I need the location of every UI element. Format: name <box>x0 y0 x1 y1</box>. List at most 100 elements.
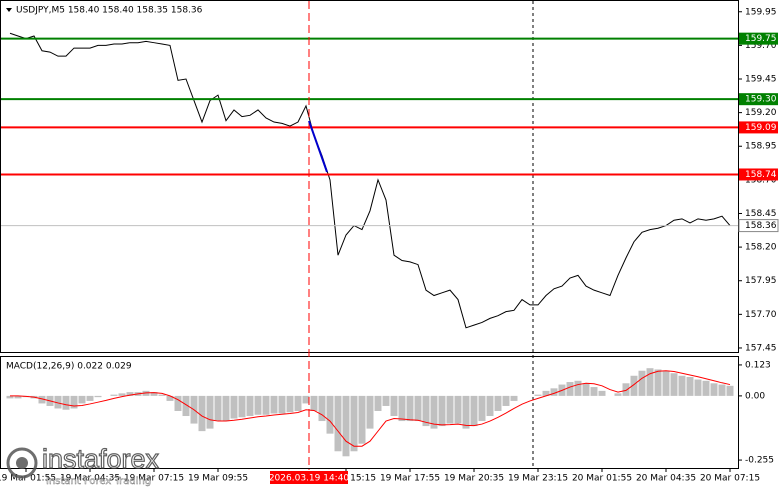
y-tick-label: -0.255 <box>745 456 774 466</box>
level-label: 159.09 <box>745 123 777 133</box>
histogram-bar <box>174 395 182 411</box>
histogram-bar <box>502 395 510 406</box>
y-tick-label: 0.00 <box>745 391 765 401</box>
histogram-bar <box>646 368 654 396</box>
level-label: 158.74 <box>745 170 777 180</box>
x-tick-label: 19 Mar 09:55 <box>188 474 248 484</box>
y-tick-label: 157.70 <box>745 310 777 320</box>
watermark: instaforex Instant Forex Trading <box>6 444 160 487</box>
current-price-label: 158.36 <box>745 221 777 231</box>
logo-tagline: Instant Forex Trading <box>46 476 151 487</box>
histogram-bar <box>6 395 14 399</box>
price-line <box>9 32 731 329</box>
histogram-bar <box>358 395 366 444</box>
histogram-bar <box>126 392 134 396</box>
y-tick-label: 157.45 <box>745 343 777 353</box>
x-tick-label: 19 Mar 04:35 <box>60 474 120 484</box>
histogram-bar <box>86 395 94 401</box>
header-icon <box>6 8 12 12</box>
level-label-bg <box>739 93 778 106</box>
histogram-bar <box>630 375 638 396</box>
y-tick-label: 158.20 <box>745 243 777 253</box>
histogram-bar <box>110 394 118 396</box>
logo-brand: instaforex <box>42 444 160 474</box>
histogram-bar <box>70 395 78 409</box>
histogram-bar <box>414 395 422 422</box>
histogram-bar <box>54 395 62 409</box>
x-tick-label: 19 Mar 07:15 <box>124 474 184 484</box>
histogram-bar <box>278 395 286 414</box>
y-tick-label: 157.95 <box>745 276 777 286</box>
histogram-bar <box>462 395 470 429</box>
histogram-bar <box>14 395 22 399</box>
x-tick-label: 20 Mar 01:55 <box>572 474 632 484</box>
level-label-bg <box>739 32 778 45</box>
histogram-bar <box>534 394 542 396</box>
histogram-bar <box>270 395 278 414</box>
histogram-bar <box>430 395 438 429</box>
histogram-bar <box>382 395 390 406</box>
histogram-bar <box>390 395 398 417</box>
histogram-bar <box>622 383 630 396</box>
histogram-bar <box>166 395 174 401</box>
macd-header: MACD(12,26,9) 0.022 0.029 <box>6 362 132 372</box>
histogram-bar <box>38 395 46 404</box>
histogram-bar <box>246 395 254 417</box>
histogram-bar <box>198 395 206 432</box>
histogram-bar <box>582 383 590 396</box>
histogram-bar <box>262 395 270 415</box>
histogram-bar <box>238 395 246 418</box>
current-price-bg <box>738 219 779 233</box>
histogram-bar <box>718 384 726 396</box>
x-tick-label: 20 Mar 04:35 <box>636 474 696 484</box>
histogram-bar <box>494 395 502 411</box>
histogram-bar <box>662 370 670 396</box>
histogram-bar <box>342 395 350 457</box>
plot-layer: 159.95159.70159.45159.20158.95158.70158.… <box>0 7 779 484</box>
histogram-bar <box>670 373 678 396</box>
x-tick-label: 19 Mar 23:15 <box>508 474 568 484</box>
histogram-bar <box>182 395 190 417</box>
histogram-bar <box>230 395 238 419</box>
histogram-bar <box>470 395 478 427</box>
histogram-bar <box>118 393 126 396</box>
histogram-bar <box>366 395 374 429</box>
histogram-bar <box>638 370 646 396</box>
histogram-bar <box>574 380 582 396</box>
histogram-bar <box>614 393 622 396</box>
histogram-bar <box>598 390 606 396</box>
y-tick-label: 159.20 <box>745 108 777 118</box>
x-tick-label: 19 Mar 17:55 <box>380 474 440 484</box>
level-label-bg <box>739 121 778 134</box>
x-tick-label: 19 Mar 01:55 <box>0 474 56 484</box>
histogram-bar <box>694 379 702 396</box>
y-tick-label: 158.45 <box>745 209 777 219</box>
signal-line <box>10 370 731 447</box>
histogram-bar <box>678 375 686 396</box>
macd-panel <box>0 356 739 469</box>
histogram-bar <box>254 395 262 415</box>
histogram-bar <box>686 377 694 396</box>
histogram-bar <box>318 395 326 422</box>
histogram-bar <box>398 395 406 422</box>
histogram-bar <box>654 369 662 396</box>
histogram-bar <box>302 395 310 404</box>
histogram-bar <box>350 395 358 452</box>
histogram-bar <box>550 388 558 396</box>
symbol-header: USDJPY,M5 158.40 158.40 158.35 158.36 <box>16 6 203 16</box>
histogram-bar <box>326 395 334 434</box>
histogram-bar <box>590 387 598 396</box>
crosshair-label-bg <box>270 471 348 484</box>
y-tick-label: 159.95 <box>745 7 777 17</box>
histogram-bar <box>374 395 382 411</box>
histogram-bar <box>94 395 102 398</box>
histogram-bar <box>702 380 710 396</box>
x-tick-label: 20 Mar 07:15 <box>700 474 760 484</box>
y-tick-label: 159.70 <box>745 41 777 51</box>
price-panel <box>0 0 739 353</box>
histogram-bar <box>422 395 430 427</box>
header-bg <box>3 3 199 17</box>
histogram-bar <box>726 385 734 396</box>
y-tick-label: 159.45 <box>745 75 777 85</box>
